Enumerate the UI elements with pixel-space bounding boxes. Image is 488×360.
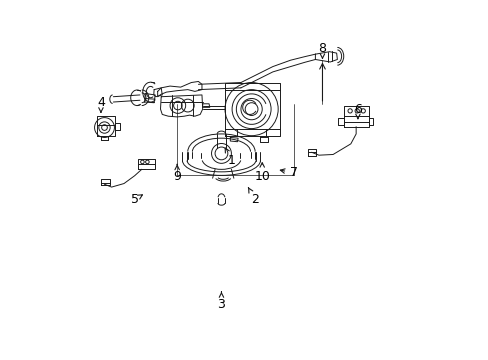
Text: 8: 8 bbox=[318, 42, 326, 59]
Text: 1: 1 bbox=[224, 148, 236, 167]
Text: 9: 9 bbox=[173, 165, 181, 183]
Text: 6: 6 bbox=[353, 103, 361, 119]
Text: 2: 2 bbox=[248, 188, 259, 206]
Text: 10: 10 bbox=[254, 163, 269, 183]
Text: 5: 5 bbox=[130, 193, 142, 206]
Text: 7: 7 bbox=[280, 166, 298, 179]
Text: 4: 4 bbox=[97, 95, 104, 112]
Text: 3: 3 bbox=[217, 292, 225, 311]
